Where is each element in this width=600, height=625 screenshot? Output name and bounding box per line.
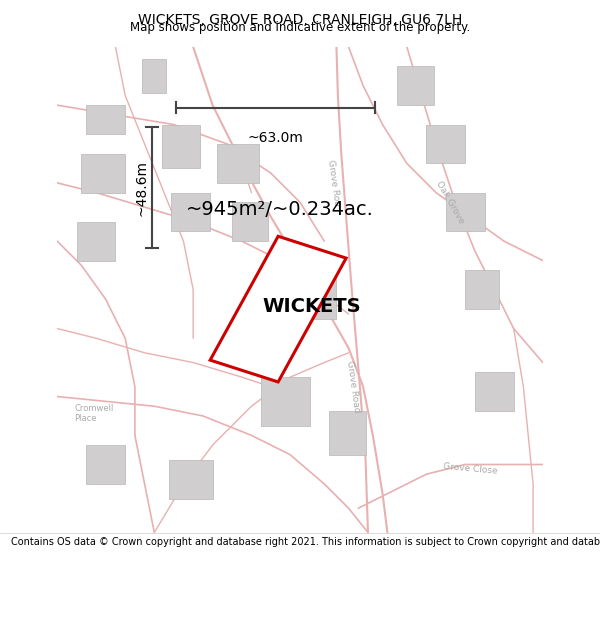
Text: ~48.6m: ~48.6m xyxy=(134,160,148,216)
Polygon shape xyxy=(475,372,514,411)
Text: Oak Grove: Oak Grove xyxy=(435,179,466,225)
Polygon shape xyxy=(446,192,485,231)
Text: WICKETS: WICKETS xyxy=(263,297,361,316)
Polygon shape xyxy=(86,445,125,484)
Text: Grove Roa: Grove Roa xyxy=(326,159,342,207)
Text: Cromwell
Place: Cromwell Place xyxy=(74,404,113,423)
Polygon shape xyxy=(86,105,125,134)
Polygon shape xyxy=(169,459,212,499)
Polygon shape xyxy=(77,222,115,261)
Polygon shape xyxy=(329,411,365,455)
Polygon shape xyxy=(82,154,125,192)
Polygon shape xyxy=(232,202,268,241)
Polygon shape xyxy=(217,144,259,183)
Polygon shape xyxy=(465,270,499,309)
Text: WICKETS, GROVE ROAD, CRANLEIGH, GU6 7LH: WICKETS, GROVE ROAD, CRANLEIGH, GU6 7LH xyxy=(138,13,462,27)
Polygon shape xyxy=(397,66,434,105)
Polygon shape xyxy=(300,270,337,319)
Polygon shape xyxy=(210,236,346,382)
Text: Grove Road: Grove Road xyxy=(346,360,362,413)
Text: Contains OS data © Crown copyright and database right 2021. This information is : Contains OS data © Crown copyright and d… xyxy=(11,537,600,547)
Polygon shape xyxy=(161,124,200,168)
Text: Grove Close: Grove Close xyxy=(442,462,497,476)
Polygon shape xyxy=(142,59,166,93)
Text: ~63.0m: ~63.0m xyxy=(248,131,304,145)
Polygon shape xyxy=(172,192,210,231)
Text: ~945m²/~0.234ac.: ~945m²/~0.234ac. xyxy=(186,200,374,219)
Polygon shape xyxy=(261,377,310,426)
Polygon shape xyxy=(426,124,465,163)
Text: Map shows position and indicative extent of the property.: Map shows position and indicative extent… xyxy=(130,21,470,34)
